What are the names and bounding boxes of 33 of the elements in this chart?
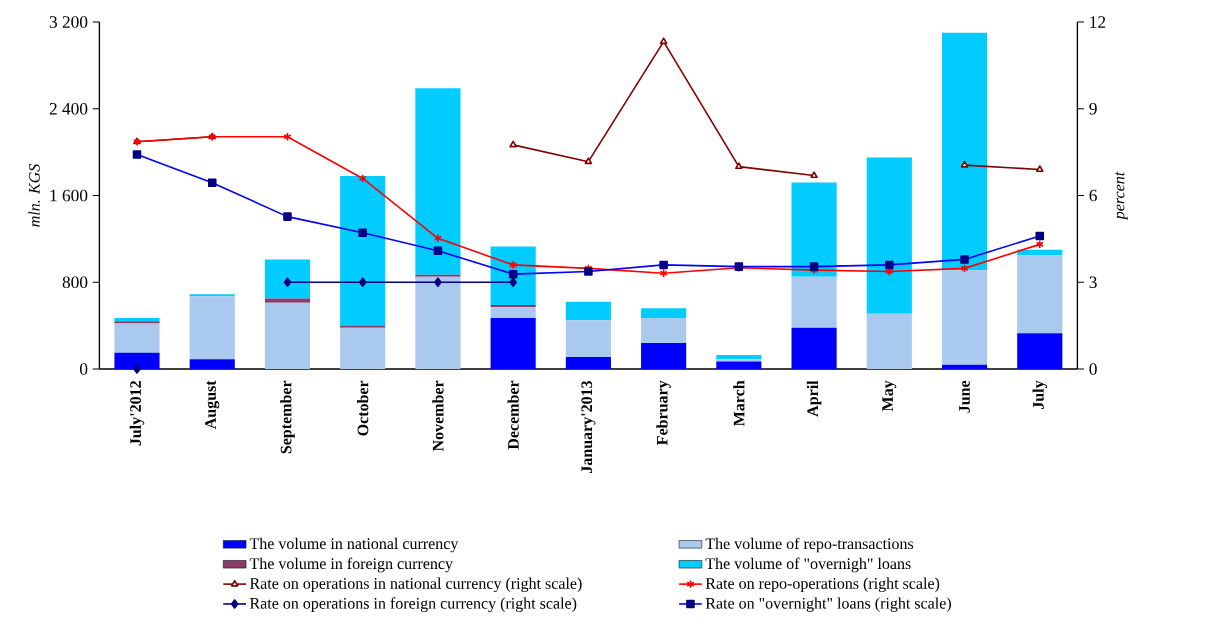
x-tick-label: April <box>806 380 822 417</box>
x-tick-label: March <box>733 380 745 427</box>
x-tick-label: July'2012 <box>129 381 145 446</box>
y2-tick-label: 9 <box>1089 102 1097 115</box>
y2-tick-label: 6 <box>1089 189 1097 202</box>
legend-label: The volume of "overnigh" loans <box>705 557 911 573</box>
x-tick-label: February <box>656 380 671 445</box>
legend-label: The volume of repo-transactions <box>705 537 914 553</box>
x-tick-label: September <box>280 380 295 454</box>
legend-label: Rate on repo-operations (right scale) <box>705 577 940 593</box>
x-tick-label: December <box>507 380 519 450</box>
y-tick-label: 2 400 <box>49 102 88 115</box>
x-tick-label: May <box>882 380 897 412</box>
y-tick-label: 800 <box>62 276 88 289</box>
x-tick-label: January'2013 <box>581 380 596 474</box>
legend-label: Rate on operations in foreign currency (right scale) <box>249 597 577 613</box>
legend-label: The volume in foreign currency <box>249 557 453 573</box>
y-axis-title: mln. KGS <box>28 163 40 227</box>
legend-label: Rate on "overnight" loans (right scale) <box>705 597 951 612</box>
legend-label: The volume in national currency <box>249 537 459 553</box>
y-tick-label: 0 <box>80 363 88 375</box>
y2-axis-title: percent <box>1115 171 1128 221</box>
y2-tick-label: 3 <box>1089 276 1097 289</box>
x-tick-label: July <box>1032 380 1048 410</box>
x-tick-label: October <box>357 380 369 436</box>
y2-tick-label: 0 <box>1089 363 1097 375</box>
x-tick-label: August <box>205 380 220 430</box>
x-tick-label: June <box>959 380 970 413</box>
y-tick-label: 3 200 <box>49 16 88 28</box>
y2-tick-label: 12 <box>1090 16 1106 28</box>
y-tick-label: 1 600 <box>50 189 88 202</box>
legend-label: Rate on operations in national currency (right scale) <box>249 577 582 593</box>
x-tick-label: November <box>432 380 444 452</box>
